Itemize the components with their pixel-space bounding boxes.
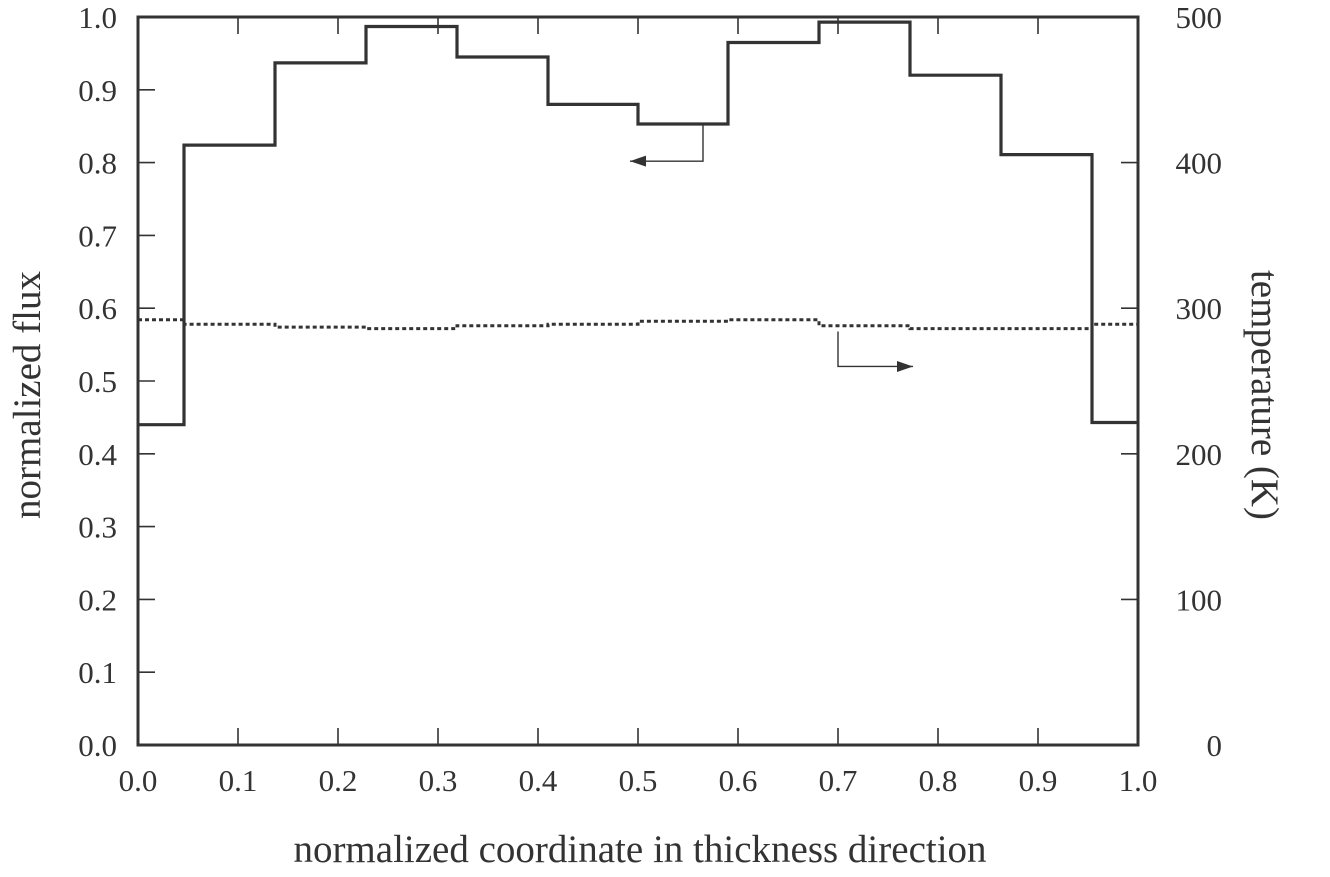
- y-right-axis-title: temperature (K): [1243, 270, 1286, 520]
- x-tick-label: 0.7: [819, 763, 858, 798]
- ticks: [138, 17, 1138, 745]
- x-tick-label: 0.8: [919, 763, 958, 798]
- x-axis-title: normalized coordinate in thickness direc…: [293, 828, 986, 871]
- x-tick-label: 0.4: [519, 763, 558, 798]
- y-left-tick-label: 0.0: [78, 728, 117, 763]
- y-left-tick-label: 0.4: [78, 437, 117, 472]
- y-right-tick-label: 0: [1207, 728, 1223, 763]
- y-left-tick-label: 0.3: [78, 510, 117, 545]
- x-tick-label: 0.3: [419, 763, 458, 798]
- y-left-axis-title: normalized flux: [6, 271, 49, 519]
- x-tick-label: 1.0: [1119, 763, 1158, 798]
- y-right-tick-label: 200: [1176, 437, 1223, 472]
- y-right-tick-label: 100: [1176, 582, 1223, 617]
- arrowhead-icon: [630, 155, 646, 167]
- x-tick-labels: 0.0 0.1 0.2 0.3 0.4 0.5 0.6 0.7 0.8 0.9 1.0: [119, 763, 1158, 798]
- arrowhead-icon: [897, 360, 913, 372]
- y-left-tick-label: 0.9: [78, 73, 117, 108]
- x-tick-label: 0.5: [619, 763, 658, 798]
- annotations: [630, 124, 913, 372]
- x-tick-label: 0.9: [1019, 763, 1058, 798]
- y-left-tick-label: 0.2: [78, 582, 117, 617]
- right-axis-pointer-arrow: [837, 331, 913, 368]
- y-left-tick-label: 0.8: [78, 146, 117, 181]
- y-left-tick-labels: 0.0 0.1 0.2 0.3 0.4 0.5 0.6 0.7 0.8 0.9 1.0: [78, 0, 117, 763]
- y-left-tick-label: 0.7: [78, 218, 117, 253]
- y-right-tick-label: 500: [1176, 0, 1223, 35]
- left-axis-pointer-arrow: [630, 124, 704, 162]
- y-right-tick-label: 300: [1176, 291, 1223, 326]
- plot-frame: [136, 15, 1140, 747]
- series: [138, 20, 1140, 427]
- y-right-tick-labels: 0 100 200 300 400 500: [1176, 0, 1223, 763]
- y-right-tick-label: 400: [1176, 146, 1223, 181]
- x-tick-label: 0.1: [219, 763, 258, 798]
- flux-series-line: [138, 20, 1138, 427]
- y-left-tick-label: 1.0: [78, 0, 117, 35]
- x-tick-label: 0.2: [319, 763, 358, 798]
- y-left-tick-label: 0.6: [78, 291, 117, 326]
- x-tick-label: 0.0: [119, 763, 158, 798]
- y-left-tick-label: 0.5: [78, 364, 117, 399]
- y-left-tick-label: 0.1: [78, 655, 117, 690]
- x-tick-label: 0.6: [719, 763, 758, 798]
- temperature-series-line: [138, 318, 1140, 331]
